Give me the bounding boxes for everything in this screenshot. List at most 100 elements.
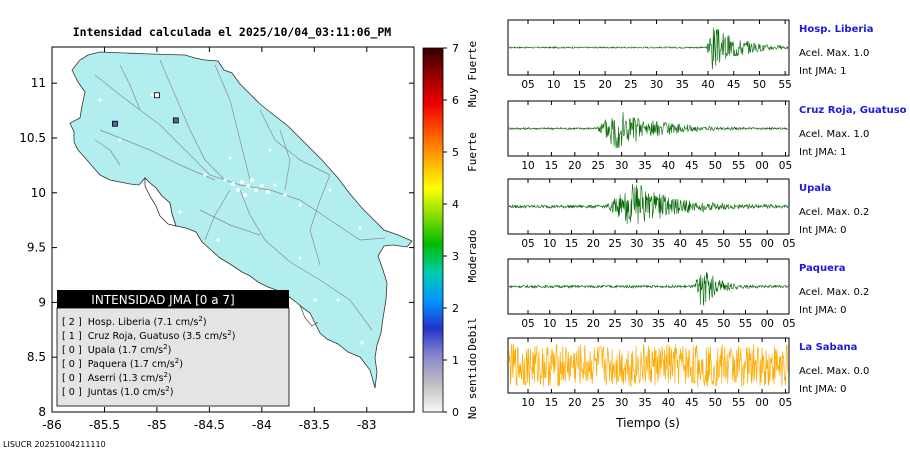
panel-tick-label: 50	[753, 79, 766, 91]
panel-tick-label: 25	[608, 318, 621, 330]
legend-row-end: )	[168, 345, 172, 356]
panel-tick-label: 45	[685, 397, 698, 409]
panel-tick-label: 15	[545, 160, 558, 172]
map-y-tick-label: 10.5	[19, 131, 46, 145]
panel-tick-label: 20	[568, 160, 581, 172]
map-y-tick-label: 10	[31, 186, 46, 200]
panel-tick-label: 05	[782, 318, 795, 330]
map-y-tick-label: 9	[38, 295, 46, 309]
panel-tick-label: 00	[761, 318, 774, 330]
panel-acel-max: Acel. Max. 0.2	[799, 207, 869, 218]
panel-tick-label: 10	[521, 160, 534, 172]
panel-tick-label: 20	[587, 318, 600, 330]
map-x-tick-label: -86	[42, 418, 62, 432]
colorbar-tick-label: 2	[452, 302, 459, 315]
panel-tick-label: 05	[521, 238, 534, 250]
panel-tick-label: 15	[565, 318, 578, 330]
legend-row-sup: 2	[165, 385, 169, 393]
waveform-trace	[509, 27, 789, 70]
legend-row-value: (3.5 cm/s	[182, 331, 227, 342]
station-marker	[172, 117, 179, 124]
colorbar-tick-label: 6	[452, 94, 459, 107]
panel-tick-label: 55	[778, 79, 791, 91]
panel-tick-label: 30	[630, 318, 643, 330]
legend-row-index: [ 0 ]	[62, 359, 82, 370]
panel-tick-label: 25	[608, 238, 621, 250]
legend-row-value: (7.1 cm/s	[153, 317, 198, 328]
footer-id: LISUCR 20251004211110	[3, 440, 106, 449]
panel-tick-label: 30	[630, 238, 643, 250]
waveform-trace	[508, 112, 789, 149]
panel-tick-label: 30	[615, 397, 628, 409]
panel-tick-label: 40	[662, 397, 675, 409]
legend-row-index: [ 1 ]	[62, 331, 82, 342]
panel-tick-label: 10	[547, 79, 560, 91]
panel-tick-label: 40	[701, 79, 714, 91]
legend-header: INTENSIDAD JMA [0 a 7]	[91, 293, 234, 307]
map-x-tick-label: -84	[252, 418, 272, 432]
panel-int-jma: Int JMA: 1	[799, 66, 847, 77]
waveform-trace	[508, 271, 789, 306]
panel-tick-label: 05	[521, 318, 534, 330]
colorbar-tick-label: 4	[452, 198, 459, 211]
legend-row-value: (1.3 cm/s	[119, 373, 164, 384]
legend-row: [ 0 ] Paquera (1.7 cm/s2)	[62, 357, 183, 370]
colorbar-tick-label: 7	[452, 42, 459, 55]
map-frame	[51, 46, 415, 413]
panel-tick-label: 05	[779, 397, 792, 409]
legend-row-value: (1.0 cm/s	[120, 387, 165, 398]
colorbar-tick-label: 0	[452, 406, 459, 419]
panel-acel-max: Acel. Max. 1.0	[799, 129, 869, 140]
panel-tick-label: 55	[739, 238, 752, 250]
legend-row-end: )	[170, 387, 174, 398]
legend-row-station: Cruz Roja, Guatuso	[88, 331, 180, 342]
legend-row-end: )	[232, 331, 236, 342]
panel-tick-label: 05	[521, 79, 534, 91]
intensity-colorbar: 0 1 2 3 4 5 6 7 No sentido Debil Moderado Fuerte Mu…	[422, 41, 479, 419]
city-dots	[98, 93, 378, 407]
legend-row-index: [ 2 ]	[62, 317, 82, 328]
panel-acel-max: Acel. Max. 0.2	[799, 287, 869, 298]
panel-tick-label: 25	[592, 397, 605, 409]
legend-row-end: )	[179, 359, 183, 370]
legend-row-index: [ 0 ]	[62, 373, 82, 384]
colorbar-tick-label: 3	[452, 250, 459, 263]
colorbar-category: Moderado	[466, 230, 479, 283]
map-y-tick-label: 8	[38, 405, 46, 419]
costa-rica-land	[69, 51, 413, 389]
colorbar-tick-label: 5	[452, 146, 459, 159]
seismogram-panel: 05 10 15 20 25 30 35 40 45 50 55 00 05 Upala Acel. Max…	[507, 178, 869, 250]
waveform-trace	[508, 343, 789, 388]
legend-row-station: Juntas	[87, 387, 118, 398]
panel-tick-label: 30	[615, 160, 628, 172]
legend-row-end: )	[168, 373, 172, 384]
legend-row-sup: 2	[198, 315, 202, 323]
peninsula-osa-detail	[299, 304, 319, 327]
legend-body-bg	[56, 307, 290, 407]
panel-station-name: La Sabana	[799, 342, 857, 353]
map-y-tick-label: 8.5	[27, 350, 46, 364]
panel-int-jma: Int JMA: 0	[799, 384, 847, 395]
waveform-trace	[508, 183, 789, 225]
panel-tick-label: 55	[732, 397, 745, 409]
map-x-tick-label: -85.5	[89, 418, 120, 432]
panel-tick-label: 20	[598, 79, 611, 91]
map-x-tick-label: -83.5	[299, 418, 330, 432]
panel-tick-label: 10	[543, 238, 556, 250]
panel-tick-label: 25	[592, 160, 605, 172]
legend-header-bg	[57, 290, 289, 308]
colorbar-category: No sentido	[466, 353, 479, 419]
panel-tick-label: 15	[565, 238, 578, 250]
panel-tick-label: 00	[755, 160, 768, 172]
panel-tick-label: 20	[587, 238, 600, 250]
panel-tick-label: 50	[709, 160, 722, 172]
panel-tick-label: 35	[652, 318, 665, 330]
legend-row-index: [ 0 ]	[62, 345, 82, 356]
legend-row-station: Aserri	[88, 373, 116, 384]
panel-frame	[507, 258, 790, 315]
legend-row-station: Upala	[88, 345, 116, 356]
legend-row-sup: 2	[163, 371, 167, 379]
station-marker	[112, 120, 118, 127]
intensity-legend: INTENSIDAD JMA [0 a 7] [ 2 ] Hosp. Liberi…	[56, 290, 290, 407]
